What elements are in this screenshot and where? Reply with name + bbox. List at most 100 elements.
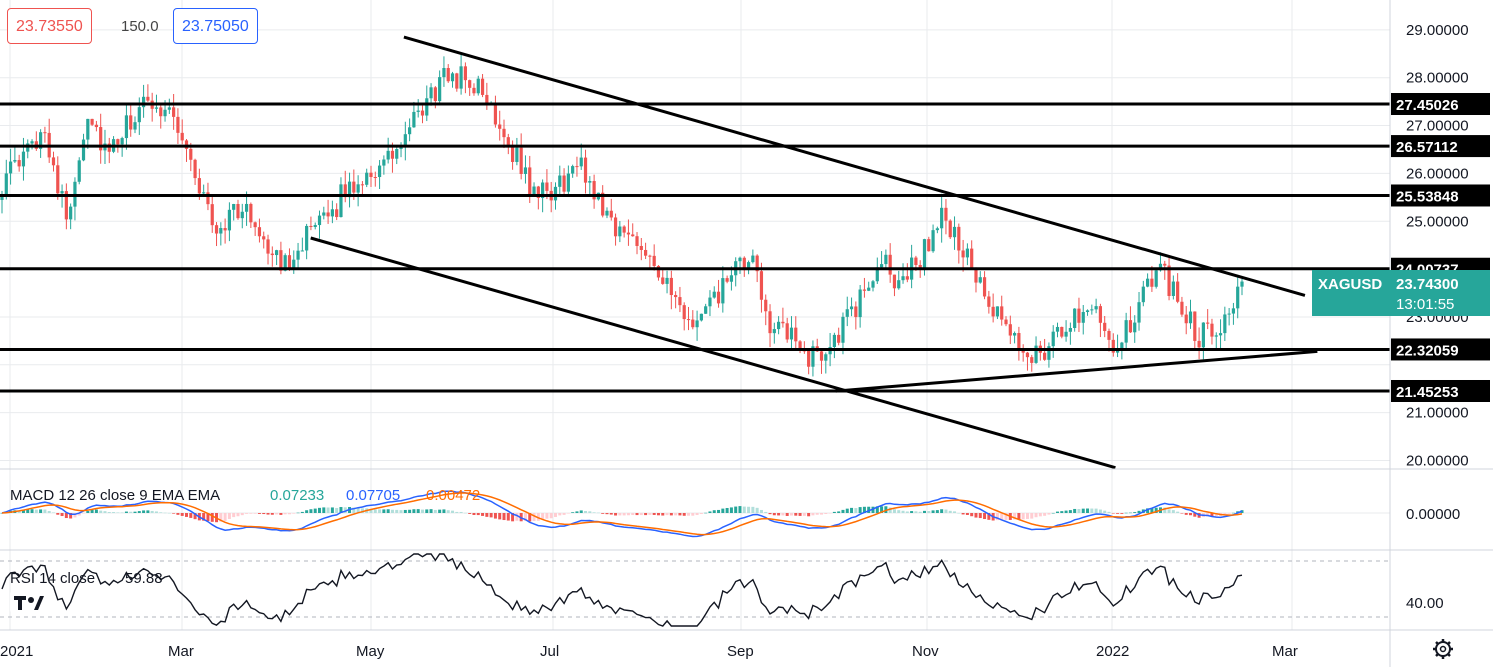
candle bbox=[704, 303, 708, 314]
macd-histogram-bar bbox=[639, 513, 643, 516]
price-tick-label: 20.00000 bbox=[1406, 453, 1469, 470]
candle bbox=[716, 279, 721, 308]
rsi-legend[interactable]: RSI 14 close 59.88 bbox=[10, 570, 163, 587]
ask-price-box[interactable]: 23.75050 bbox=[173, 8, 258, 44]
candle bbox=[575, 156, 579, 177]
candle bbox=[373, 171, 377, 187]
candle bbox=[498, 110, 502, 141]
candle bbox=[802, 341, 806, 354]
macd-legend[interactable]: MACD 12 26 close 9 EMA EMA 0.07233 0.077… bbox=[10, 487, 480, 504]
candle bbox=[686, 306, 691, 331]
bid-price-box[interactable]: 23.73550 bbox=[7, 8, 92, 44]
macd-histogram-bar bbox=[1090, 508, 1094, 513]
macd-histogram-bar bbox=[708, 511, 712, 513]
macd-histogram-bar bbox=[1013, 513, 1017, 520]
macd-histogram-bar bbox=[1189, 513, 1193, 516]
candle bbox=[1090, 304, 1094, 315]
candle bbox=[266, 234, 270, 265]
candle bbox=[643, 242, 648, 260]
candle bbox=[588, 176, 592, 195]
macd-histogram-bar bbox=[549, 513, 553, 519]
macd-histogram-bar bbox=[150, 510, 154, 513]
time-tick-label: 2021 bbox=[0, 643, 33, 660]
candle bbox=[180, 119, 184, 145]
price-axis[interactable]: 29.00000 28.00000 27.00000 26.00000 25.00000… bbox=[1406, 22, 1469, 612]
macd-histogram-bar bbox=[206, 513, 210, 522]
candle bbox=[1115, 334, 1120, 358]
candle bbox=[1141, 280, 1145, 307]
candle bbox=[90, 118, 94, 127]
candle bbox=[502, 119, 506, 149]
candle bbox=[146, 84, 150, 102]
macd-histogram-bar bbox=[167, 512, 171, 514]
candle bbox=[69, 203, 73, 230]
bid-price: 23.73550 bbox=[16, 18, 83, 35]
trendline[interactable] bbox=[835, 349, 1318, 393]
candle bbox=[330, 200, 334, 224]
candle bbox=[442, 56, 446, 87]
macd-histogram-bar bbox=[622, 513, 626, 516]
macd-histogram-bar bbox=[180, 513, 184, 516]
macd-tick-label: 0.00000 bbox=[1406, 506, 1460, 523]
macd-histogram-bar bbox=[283, 513, 287, 515]
candle bbox=[107, 137, 111, 164]
macd-histogram-bar bbox=[957, 512, 961, 514]
candle bbox=[124, 103, 129, 150]
macd-histogram-bar bbox=[609, 513, 613, 515]
macd-histogram-bar bbox=[51, 512, 55, 513]
candle bbox=[232, 203, 236, 221]
candle bbox=[609, 198, 613, 221]
candle bbox=[699, 313, 703, 322]
candle bbox=[412, 101, 416, 128]
candle bbox=[837, 327, 841, 346]
candle bbox=[356, 175, 360, 207]
candle bbox=[910, 244, 914, 289]
candle bbox=[99, 113, 103, 164]
macd-histogram-bar bbox=[69, 513, 73, 519]
macd-histogram-bar bbox=[26, 509, 30, 513]
macd-histogram-bar bbox=[914, 511, 918, 513]
tradingview-logo[interactable] bbox=[10, 590, 46, 614]
candle bbox=[335, 203, 339, 221]
time-tick-label: 2022 bbox=[1096, 643, 1129, 660]
countdown: 13:01:55 bbox=[1396, 296, 1454, 313]
candle bbox=[1206, 309, 1210, 330]
macd-histogram-bar bbox=[292, 513, 296, 514]
macd-histogram-bar bbox=[356, 507, 360, 513]
candle bbox=[1240, 278, 1244, 296]
macd-histogram-bar bbox=[1064, 510, 1068, 513]
macd-histogram-bar bbox=[918, 511, 922, 513]
candle bbox=[43, 126, 47, 143]
macd-histogram-bar bbox=[287, 513, 291, 515]
macd-histogram-bar bbox=[382, 509, 386, 513]
macd-histogram-bar bbox=[1086, 508, 1090, 513]
level-label-text: 25.53848 bbox=[1396, 188, 1459, 205]
macd-histogram-bar bbox=[768, 513, 772, 515]
macd-histogram-bar bbox=[1060, 511, 1064, 513]
macd-histogram-bar bbox=[163, 512, 167, 514]
price-tick-label: 29.00000 bbox=[1406, 22, 1469, 39]
macd-histogram-bar bbox=[433, 509, 437, 513]
time-axis[interactable]: 2021 Mar May Jul Sep Nov 2022 Mar bbox=[0, 643, 1298, 660]
trendline[interactable] bbox=[310, 236, 1116, 470]
gear-icon[interactable] bbox=[1433, 639, 1453, 659]
macd-histogram-bar bbox=[892, 509, 896, 513]
macd-histogram-bar bbox=[652, 513, 656, 515]
candle bbox=[73, 177, 77, 221]
candle bbox=[875, 257, 879, 284]
candle bbox=[339, 177, 343, 218]
candle bbox=[764, 294, 768, 326]
macd-histogram-bar bbox=[1038, 513, 1042, 517]
current-price-badge: XAGUSD 23.74300 13:01:55 bbox=[1312, 270, 1490, 316]
macd-histogram-bar bbox=[266, 513, 270, 515]
macd-histogram-bar bbox=[1098, 509, 1102, 513]
macd-histogram-bar bbox=[927, 511, 931, 513]
macd-histogram-bar bbox=[738, 506, 742, 513]
trendline[interactable] bbox=[403, 35, 1306, 297]
macd-histogram-bar bbox=[472, 513, 476, 515]
candle bbox=[287, 248, 292, 271]
macd-histogram-bar bbox=[219, 513, 223, 522]
candle bbox=[978, 271, 982, 284]
